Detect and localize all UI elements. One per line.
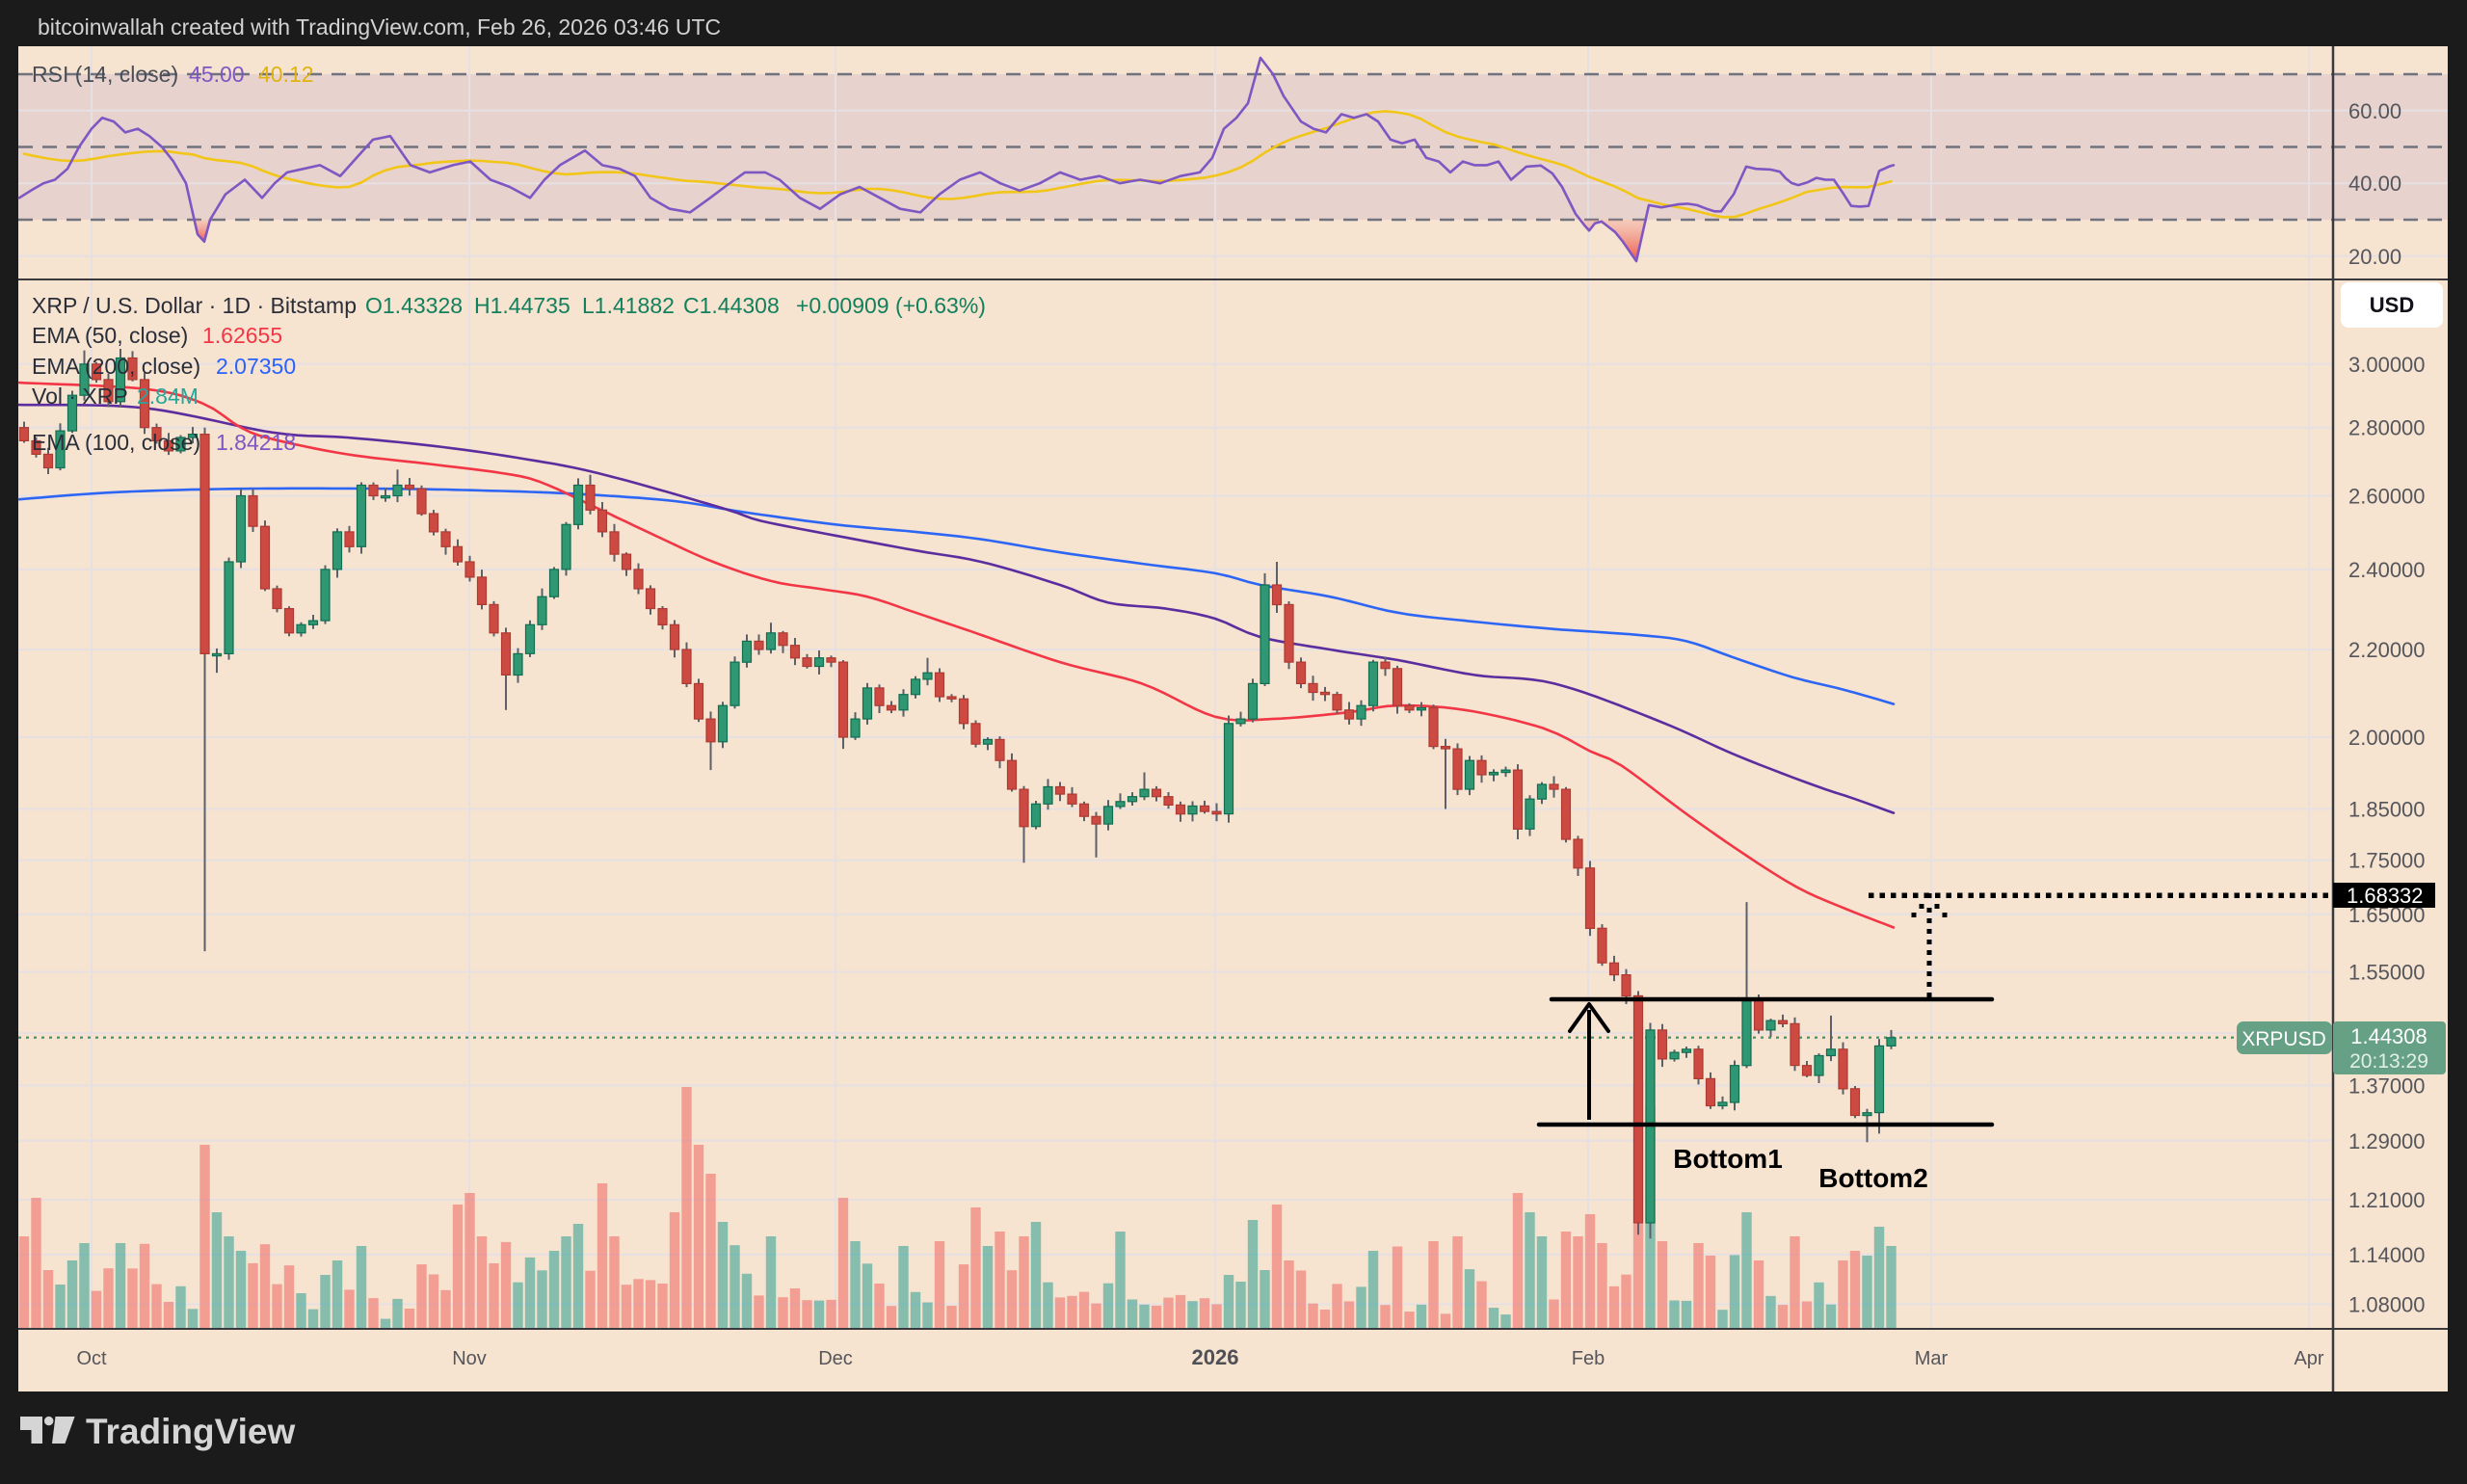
svg-text:1.68332: 1.68332	[2347, 884, 2424, 908]
svg-text:Nov: Nov	[452, 1348, 487, 1369]
svg-text:EMA (200, close): EMA (200, close)	[32, 354, 200, 379]
svg-text:40.00: 40.00	[2348, 172, 2401, 196]
svg-text:20:13:29: 20:13:29	[2349, 1050, 2428, 1073]
svg-text:L1.41882: L1.41882	[582, 293, 675, 318]
svg-text:1.55000: 1.55000	[2348, 961, 2426, 985]
svg-text:EMA (50, close): EMA (50, close)	[32, 323, 188, 348]
svg-text:2.84M: 2.84M	[137, 384, 199, 409]
svg-text:C1.44308: C1.44308	[683, 293, 780, 318]
svg-text:EMA (100, close): EMA (100, close)	[32, 430, 200, 455]
svg-text:1.14000: 1.14000	[2348, 1243, 2426, 1267]
svg-text:Bottom1: Bottom1	[1673, 1144, 1783, 1174]
svg-text:USD: USD	[2370, 293, 2414, 317]
svg-text:2.40000: 2.40000	[2348, 558, 2426, 582]
svg-text:Dec: Dec	[818, 1348, 853, 1369]
svg-text:1.75000: 1.75000	[2348, 849, 2426, 873]
svg-text:Feb: Feb	[1572, 1348, 1605, 1369]
svg-text:1.08000: 1.08000	[2348, 1293, 2426, 1317]
svg-text:2.60000: 2.60000	[2348, 485, 2426, 509]
svg-text:45.00: 45.00	[189, 62, 245, 87]
svg-text:2026: 2026	[1192, 1345, 1239, 1369]
svg-text:20.00: 20.00	[2348, 245, 2401, 269]
svg-text:H1.44735: H1.44735	[474, 293, 570, 318]
svg-text:2.07350: 2.07350	[216, 354, 296, 379]
svg-text:Vol · XRP: Vol · XRP	[32, 384, 128, 409]
svg-text:Oct: Oct	[76, 1348, 107, 1369]
svg-text:bitcoinwallah created with Tra: bitcoinwallah created with TradingView.c…	[38, 14, 721, 40]
svg-text:Mar: Mar	[1915, 1348, 1949, 1369]
svg-text:TradingView: TradingView	[86, 1412, 295, 1451]
svg-text:2.80000: 2.80000	[2348, 416, 2426, 440]
svg-text:RSI (14, close): RSI (14, close)	[32, 62, 178, 87]
svg-text:XRPUSD: XRPUSD	[2242, 1028, 2326, 1050]
svg-text:O1.43328: O1.43328	[365, 293, 463, 318]
svg-text:1.62655: 1.62655	[202, 323, 282, 348]
svg-text:XRP / U.S. Dollar · 1D · Bitst: XRP / U.S. Dollar · 1D · Bitstamp	[32, 293, 357, 318]
svg-text:2.00000: 2.00000	[2348, 726, 2426, 750]
svg-text:3.00000: 3.00000	[2348, 353, 2426, 377]
svg-text:1.44308: 1.44308	[2350, 1024, 2427, 1048]
svg-text:1.37000: 1.37000	[2348, 1073, 2426, 1098]
svg-text:1.21000: 1.21000	[2348, 1188, 2426, 1212]
svg-text:Bottom2: Bottom2	[1818, 1163, 1928, 1193]
svg-text:1.84218: 1.84218	[216, 430, 296, 455]
svg-text:60.00: 60.00	[2348, 99, 2401, 123]
svg-text:+0.00909 (+0.63%): +0.00909 (+0.63%)	[796, 293, 986, 318]
svg-text:1.29000: 1.29000	[2348, 1129, 2426, 1153]
svg-text:2.20000: 2.20000	[2348, 638, 2426, 662]
svg-text:Apr: Apr	[2294, 1348, 2323, 1369]
svg-text:40.12: 40.12	[258, 62, 314, 87]
svg-text:1.85000: 1.85000	[2348, 798, 2426, 822]
